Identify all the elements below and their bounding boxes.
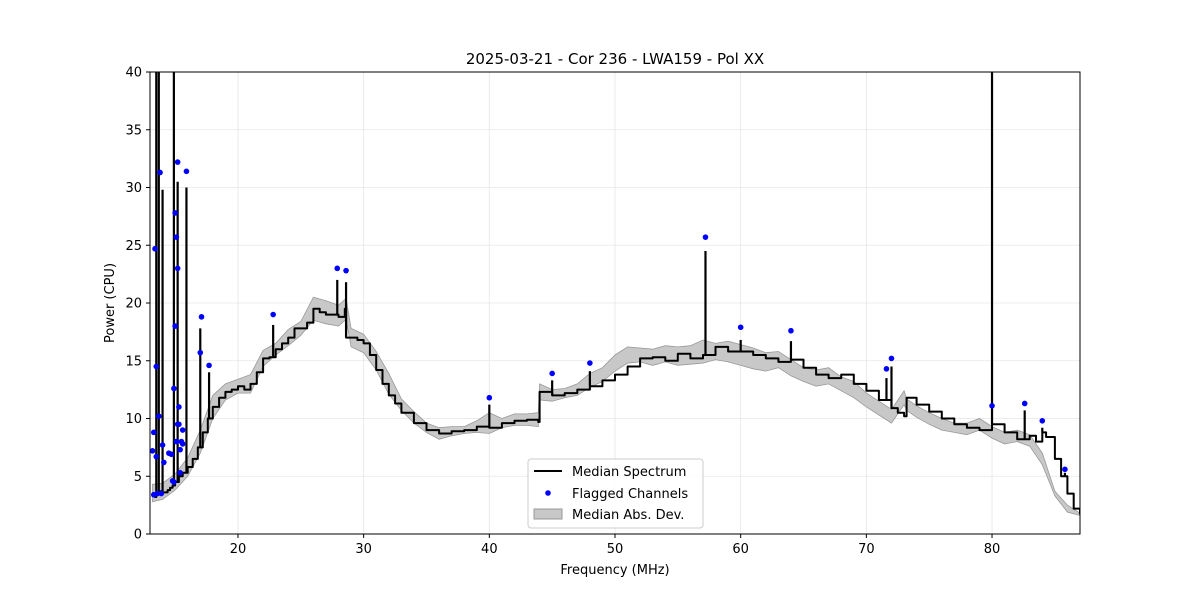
legend-flagged-swatch [545, 490, 551, 496]
x-tick-label: 30 [355, 542, 372, 557]
flagged-point [173, 438, 180, 445]
flagged-point [174, 159, 181, 165]
flagged-point [174, 265, 181, 272]
flagged-point [177, 446, 183, 453]
y-tick-label: 0 [134, 528, 142, 543]
flagged-point [172, 323, 178, 329]
mad-band [152, 296, 1080, 516]
flagged-point [737, 324, 744, 331]
flagged-point [343, 267, 349, 274]
y-tick-label: 40 [125, 66, 142, 81]
flagged-point [334, 265, 341, 272]
flagged-point [270, 311, 276, 318]
flagged-point [158, 490, 165, 497]
x-tick-label: 80 [984, 542, 1001, 557]
chart-title: 2025-03-21 - Cor 236 - LWA159 - Pol XX [466, 50, 764, 68]
flagged-point [183, 168, 190, 175]
flagged-point [172, 210, 178, 216]
x-tick-label: 20 [230, 542, 247, 557]
flagged-point [171, 479, 177, 485]
flagged-point [155, 413, 162, 419]
flagged-point [168, 451, 175, 458]
flagged-point [888, 355, 895, 362]
x-tick-label: 40 [481, 542, 498, 557]
flagged-point [150, 429, 157, 436]
x-tick-label: 70 [858, 542, 875, 557]
flagged-point [989, 402, 995, 409]
flagged-point [173, 234, 180, 240]
flagged-point [198, 314, 205, 320]
y-tick-label: 25 [125, 239, 142, 254]
flagged-point [206, 362, 212, 369]
y-tick-label: 10 [125, 412, 142, 427]
legend-mad-label: Median Abs. Dev. [572, 508, 684, 523]
y-tick-label: 5 [134, 470, 142, 485]
flagged-point [153, 453, 160, 460]
flagged-point [157, 169, 163, 176]
flagged-point [702, 234, 709, 240]
flagged-point [1062, 466, 1068, 473]
flagged-point [587, 360, 593, 366]
flagged-point [179, 427, 186, 433]
flagged-point [176, 404, 182, 410]
flagged-point [1039, 418, 1046, 424]
x-tick-label: 50 [607, 542, 624, 557]
flagged-point [171, 385, 177, 392]
flagged-point [197, 349, 204, 356]
legend-flagged-label: Flagged Channels [572, 487, 688, 502]
legend-box [527, 458, 704, 529]
flagged-point [1021, 400, 1028, 407]
plot-area [150, 72, 1080, 516]
flagged-point [549, 370, 555, 377]
y-tick-label: 35 [125, 123, 142, 138]
flagged-point [153, 363, 160, 370]
flagged-point [486, 394, 493, 401]
flagged-point [159, 442, 166, 448]
flagged-point [174, 421, 181, 428]
legend: Median Spectrum Flagged Channels Median … [527, 458, 704, 529]
legend-median-label: Median Spectrum [572, 465, 686, 480]
median-spectrum-line [152, 307, 1080, 515]
flagged-point [161, 459, 167, 466]
flagged-point [177, 469, 183, 476]
y-tick-label: 20 [125, 297, 142, 312]
flagged-point [152, 245, 158, 252]
y-tick-label: 30 [125, 181, 142, 196]
flagged-point [179, 441, 186, 447]
flagged-point [788, 327, 794, 334]
y-axis-label: Power (CPU) [103, 263, 118, 343]
flagged-point [150, 448, 156, 454]
legend-mad-swatch [533, 508, 563, 520]
x-tick-label: 60 [732, 542, 749, 557]
y-tick-label: 15 [125, 354, 142, 369]
flagged-point [883, 366, 890, 372]
x-axis-label: Frequency (MHz) [560, 563, 669, 578]
axes: 20 30 40 50 60 70 80 0 5 10 15 20 25 30 35 40 [125, 66, 1000, 558]
